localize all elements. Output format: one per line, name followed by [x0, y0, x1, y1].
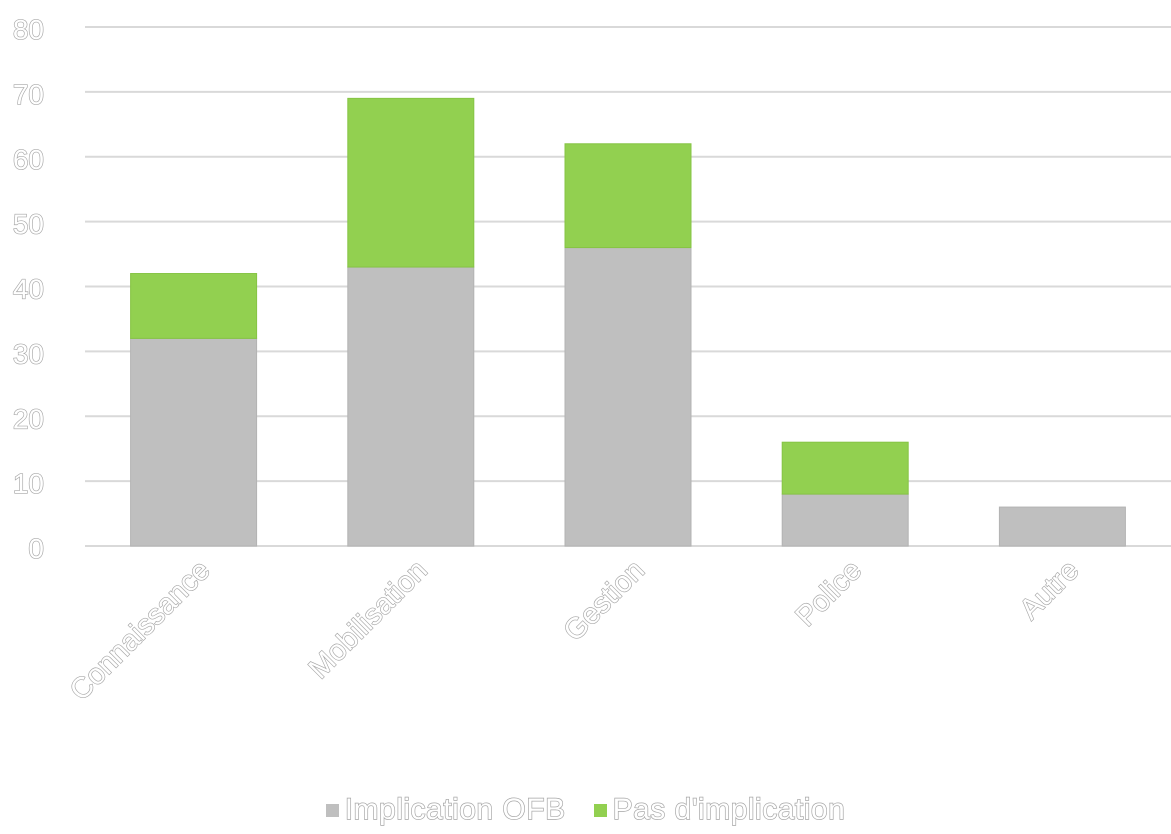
legend-label-pas-implication: Pas d'implication — [612, 792, 846, 826]
x-axis-ticks: Connaissance Mobilisation Gestion Police Aut… — [63, 554, 1086, 708]
x-tick-label: Mobilisation — [303, 554, 434, 685]
y-tick-label: 80 — [13, 14, 44, 45]
legend-swatch-pas-implication — [593, 803, 607, 817]
bar-implication-ofb — [347, 266, 475, 547]
x-tick-label: Autre — [1014, 554, 1086, 626]
x-tick-label: Gestion — [558, 554, 651, 647]
y-axis-ticks: 0 10 20 30 40 50 60 70 80 — [12, 13, 44, 564]
legend-label-implication: Implication OFB — [344, 792, 566, 826]
legend-item-implication: Implication OFB — [325, 792, 566, 827]
y-tick-label: 70 — [13, 79, 44, 110]
y-tick-label: 10 — [13, 468, 44, 499]
bar-pas-implication — [564, 143, 692, 249]
y-tick-label: 50 — [13, 209, 44, 240]
legend-swatch-implication — [325, 803, 339, 817]
y-tick-label: 0 — [28, 533, 44, 564]
y-tick-label: 60 — [13, 144, 44, 175]
bar-pas-implication — [347, 97, 475, 268]
x-tick-label: Connaissance — [64, 554, 217, 707]
legend-item-pas-implication: Pas d'implication — [593, 792, 846, 827]
bar-implication-ofb — [998, 506, 1126, 547]
legend: Implication OFB Pas d'implication — [0, 790, 1171, 830]
bar-implication-ofb — [130, 337, 258, 547]
bars — [130, 97, 1126, 547]
y-tick-label: 30 — [13, 338, 44, 369]
bar-pas-implication — [130, 273, 258, 339]
bar-implication-ofb — [781, 493, 909, 547]
bar-pas-implication — [781, 441, 909, 495]
bar-implication-ofb — [564, 247, 692, 547]
x-tick-label: Police — [790, 554, 868, 632]
y-tick-label: 20 — [13, 403, 44, 434]
y-tick-label: 40 — [13, 274, 44, 305]
stacked-bar-chart: 0 10 20 30 40 50 60 70 80 Connaissance Mobilisati… — [12, 13, 1171, 708]
